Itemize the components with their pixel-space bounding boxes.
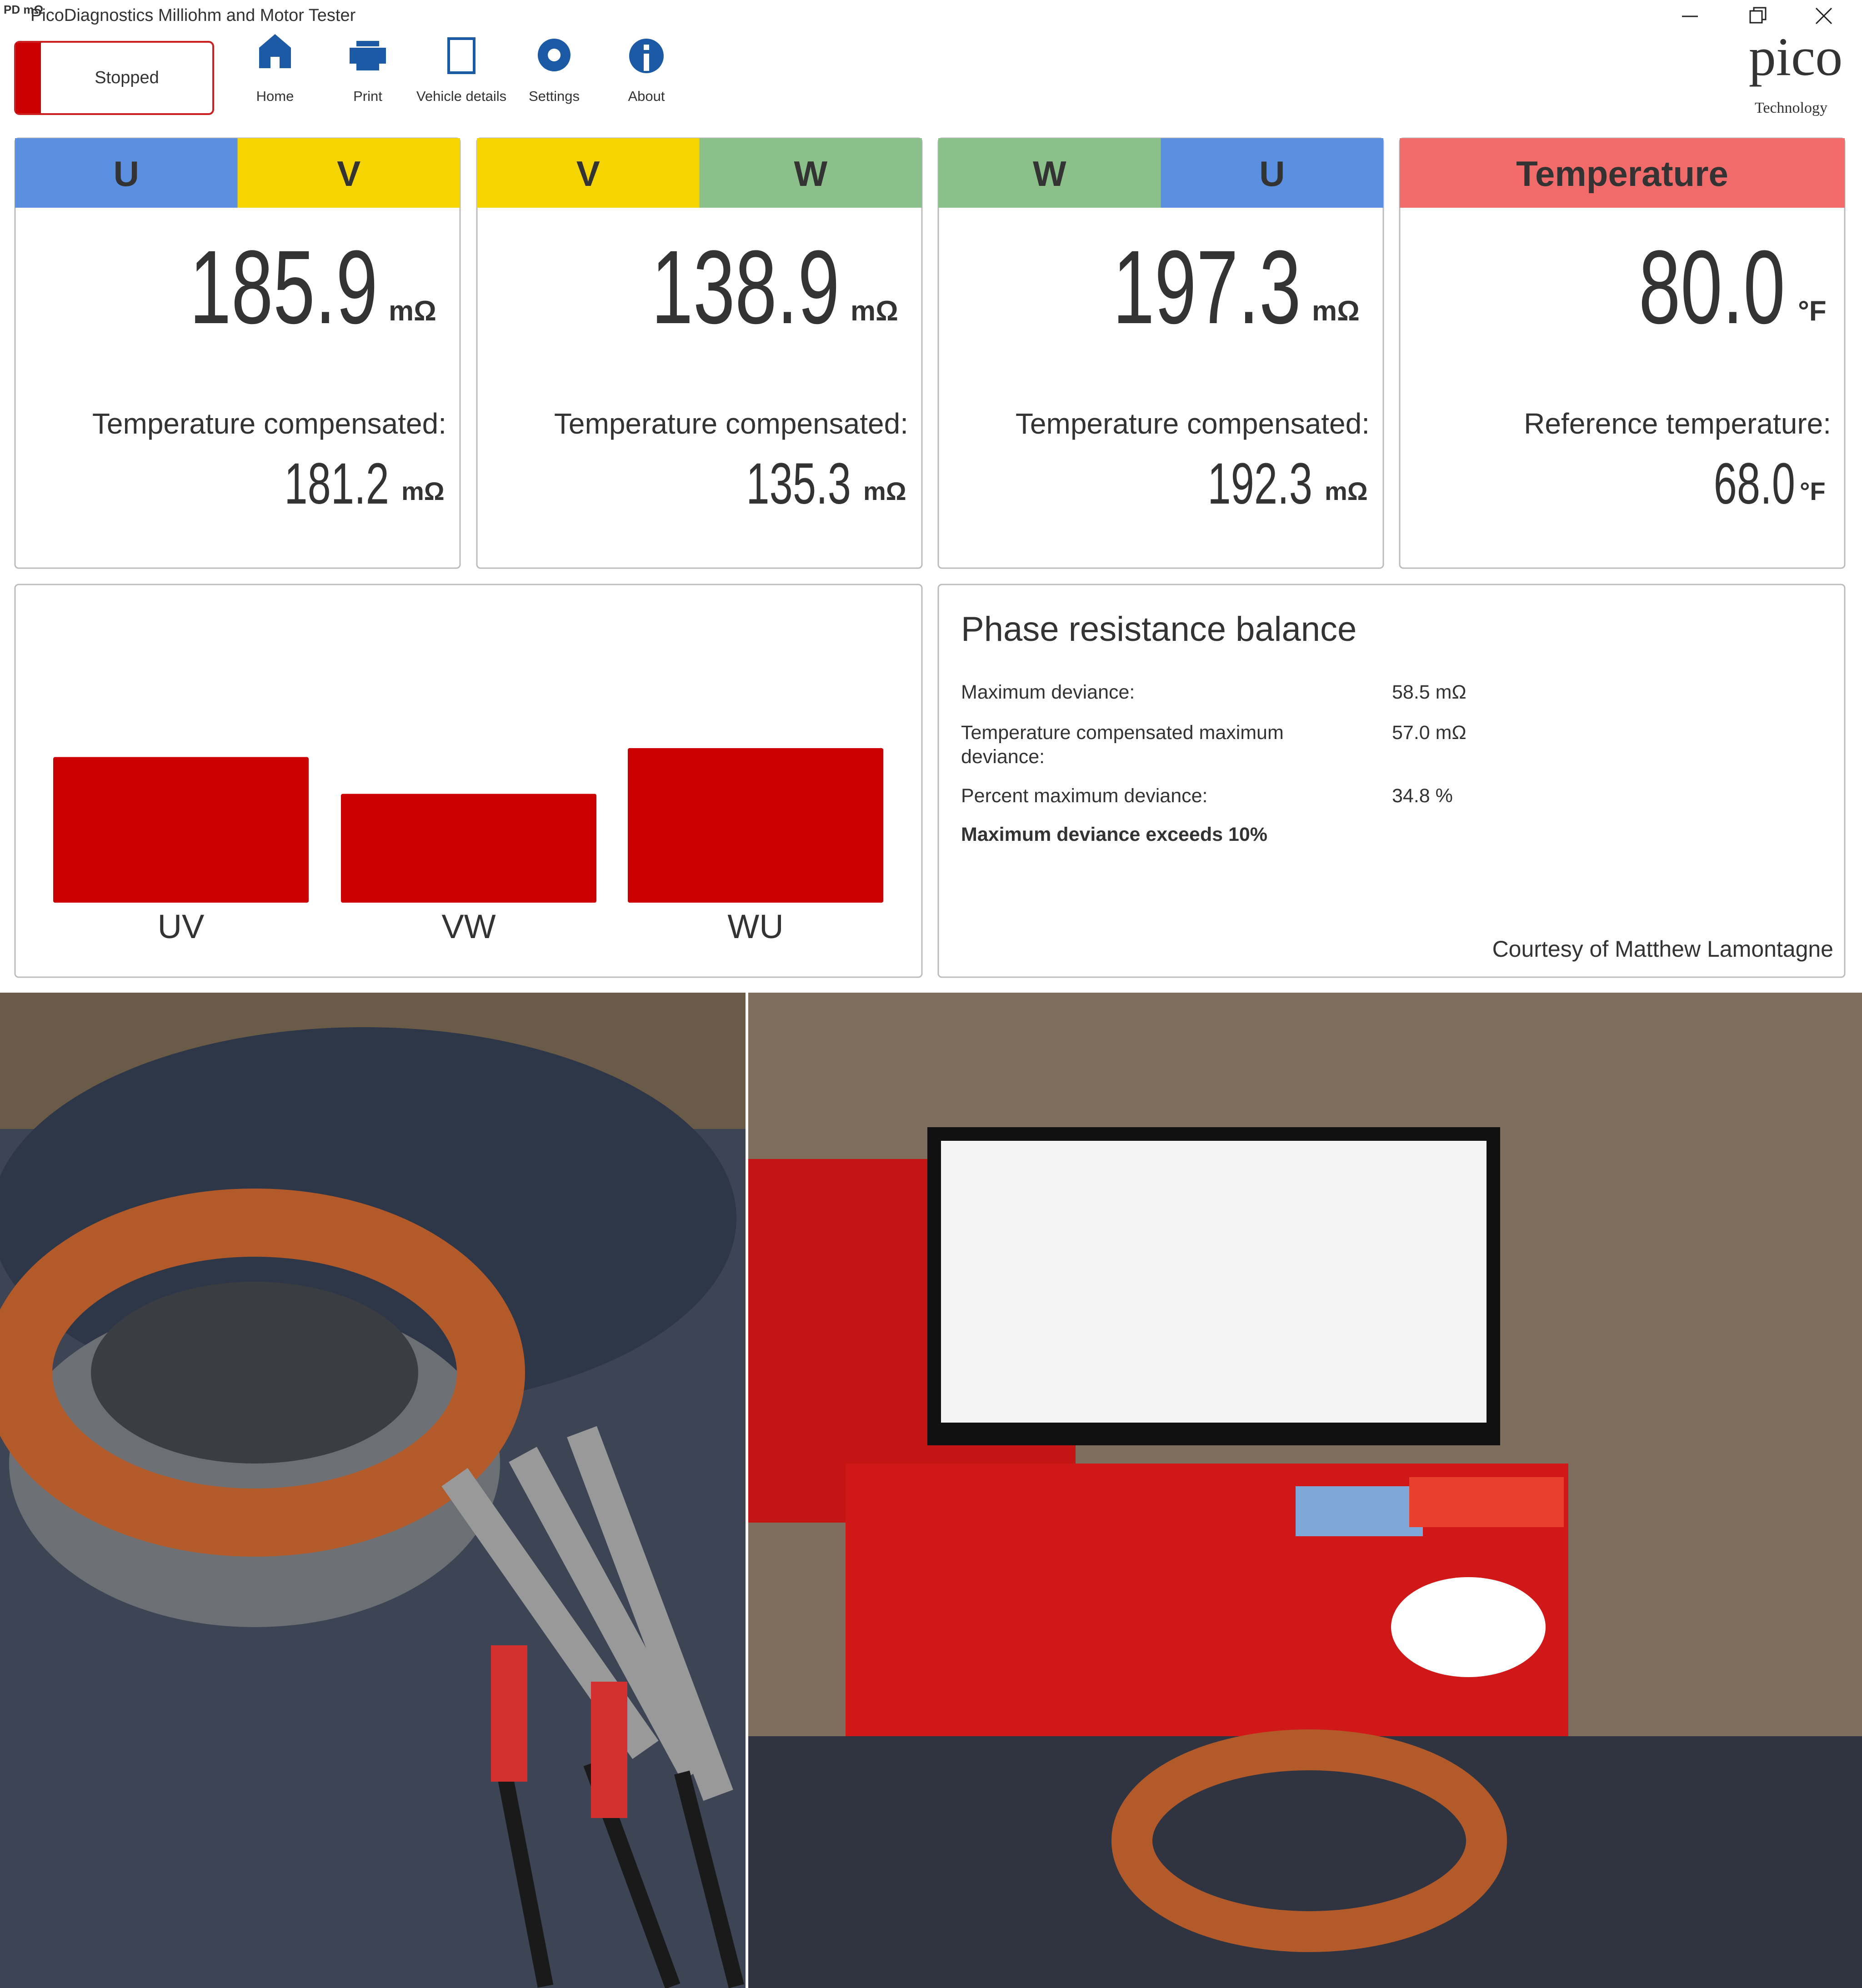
toolbar-icon bbox=[447, 37, 476, 74]
toolbar-button[interactable]: Home bbox=[256, 34, 294, 104]
value: 135.3 bbox=[746, 451, 851, 516]
toolbar-icon bbox=[644, 45, 649, 71]
balance-title: Phase resistance balance bbox=[961, 610, 1356, 649]
unit: mΩ bbox=[1312, 295, 1360, 327]
warning: Maximum deviance exceeds 10% bbox=[961, 824, 1267, 845]
phase-label: W bbox=[794, 154, 827, 194]
status-button[interactable]: Stopped bbox=[14, 41, 214, 115]
toolbar-button[interactable]: About bbox=[628, 39, 665, 104]
toolbar-button[interactable]: Print bbox=[350, 41, 386, 104]
bar bbox=[341, 794, 596, 903]
row-label: Temperature compensated maximum bbox=[961, 722, 1284, 744]
photo-workshop bbox=[748, 993, 1862, 1988]
value: 80.0 bbox=[1639, 229, 1785, 345]
status-label: Stopped bbox=[95, 68, 159, 87]
toolbar-button[interactable]: Settings bbox=[529, 39, 580, 104]
bar-label: UV bbox=[158, 908, 205, 945]
row-value: 57.0 mΩ bbox=[1392, 722, 1467, 744]
reference-unit: °F bbox=[1800, 477, 1826, 505]
balance-panel bbox=[937, 584, 1846, 978]
toolbar-icon bbox=[350, 41, 386, 70]
measurement-card: U V 185.9 mΩ Temperature compensated: 181.2 mΩ bbox=[14, 137, 461, 569]
value: 68.0 bbox=[1714, 451, 1795, 516]
bar-label: VW bbox=[441, 908, 496, 945]
toolbar-label: About bbox=[628, 88, 665, 104]
phase-header bbox=[1161, 138, 1383, 208]
value: 197.3 bbox=[1113, 229, 1301, 345]
window-controls[interactable] bbox=[1682, 7, 1832, 25]
logo-tagline: Technology bbox=[1755, 100, 1827, 116]
unit: mΩ bbox=[851, 295, 898, 327]
app-icon: PD mΩ bbox=[4, 3, 43, 16]
unit: mΩ bbox=[389, 295, 436, 327]
unit: °F bbox=[1798, 295, 1827, 327]
credit: Courtesy of Matthew Lamontagne bbox=[1492, 936, 1833, 962]
row-label: deviance: bbox=[961, 746, 1045, 768]
bar-label: WU bbox=[727, 908, 783, 945]
phase-label: U bbox=[1259, 154, 1285, 194]
row-label: Percent maximum deviance: bbox=[961, 785, 1208, 807]
value: 181.2 bbox=[284, 451, 389, 516]
toolbar-label: Settings bbox=[529, 88, 580, 104]
value: 192.3 bbox=[1207, 451, 1312, 516]
toolbar-icon bbox=[259, 34, 291, 68]
logo-name: pico bbox=[1749, 26, 1843, 87]
row-label: Maximum deviance: bbox=[961, 681, 1135, 703]
toolbar-label: Vehicle details bbox=[416, 88, 506, 104]
compensated-label: Temperature compensated: bbox=[554, 407, 908, 440]
bar bbox=[628, 748, 883, 903]
phase-header bbox=[938, 138, 1161, 208]
toolbar-label: Home bbox=[256, 88, 294, 104]
photo-stator bbox=[0, 993, 746, 1988]
row-value: 58.5 mΩ bbox=[1392, 681, 1467, 703]
value: 138.9 bbox=[651, 229, 840, 345]
measurement-card: V W 138.9 mΩ Temperature compensated: 135.3 mΩ bbox=[476, 137, 923, 569]
temperature-card: Temperature 80.0 °F Reference temperature: 6… bbox=[1399, 137, 1846, 569]
toolbar-button[interactable]: Vehicle details bbox=[416, 37, 506, 104]
phase-header bbox=[15, 138, 238, 208]
bar bbox=[53, 757, 309, 903]
logo: pico Technology bbox=[1749, 26, 1843, 116]
value: 185.9 bbox=[190, 229, 378, 345]
phase-header bbox=[237, 138, 460, 208]
temperature-header bbox=[1400, 138, 1845, 208]
measurement-card: W U 197.3 mΩ Temperature compensated: 192.3 mΩ bbox=[937, 137, 1384, 569]
row-value: 34.8 % bbox=[1392, 785, 1453, 807]
phase-header bbox=[699, 138, 922, 208]
compensated-unit: mΩ bbox=[1325, 477, 1368, 505]
toolbar-label: Print bbox=[353, 88, 382, 104]
reference-label: Reference temperature: bbox=[1524, 407, 1831, 440]
compensated-label: Temperature compensated: bbox=[92, 407, 446, 440]
compensated-unit: mΩ bbox=[863, 477, 906, 505]
phase-label: V bbox=[337, 154, 360, 194]
phase-header bbox=[477, 138, 700, 208]
compensated-unit: mΩ bbox=[401, 477, 445, 505]
temperature-title: Temperature bbox=[1516, 154, 1728, 194]
phase-label: V bbox=[576, 154, 600, 194]
title-bar bbox=[0, 0, 1862, 33]
toolbar-icon bbox=[537, 39, 571, 71]
phase-label: W bbox=[1033, 154, 1066, 194]
phase-label: U bbox=[114, 154, 139, 194]
compensated-label: Temperature compensated: bbox=[1016, 407, 1370, 440]
window-title: PicoDiagnostics Milliohm and Motor Teste… bbox=[30, 6, 356, 25]
